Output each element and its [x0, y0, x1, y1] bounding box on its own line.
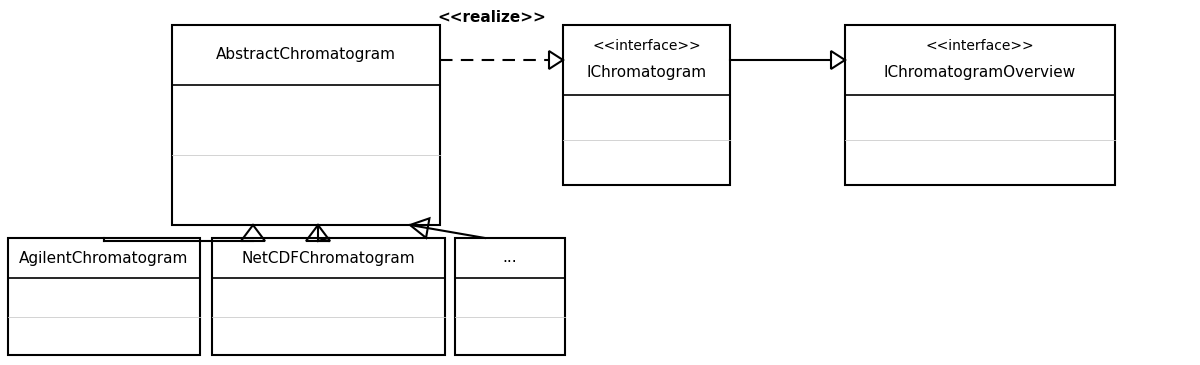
Text: IChromatogramOverview: IChromatogramOverview [884, 65, 1076, 80]
Bar [8, 238, 200, 355]
Text: NetCDFChromatogram: NetCDFChromatogram [241, 250, 415, 265]
Bar [563, 25, 730, 185]
Text: AbstractChromatogram: AbstractChromatogram [216, 47, 396, 62]
Text: <<interface>>: <<interface>> [592, 39, 701, 53]
Text: IChromatogram: IChromatogram [587, 65, 707, 80]
Bar [172, 25, 440, 225]
Text: <<interface>>: <<interface>> [925, 39, 1034, 53]
Bar [845, 25, 1115, 185]
Text: <<realize>>: <<realize>> [437, 11, 546, 26]
Text: AgilentChromatogram: AgilentChromatogram [19, 250, 188, 265]
Bar [212, 238, 445, 355]
Bar [455, 238, 565, 355]
Text: ...: ... [503, 250, 517, 265]
